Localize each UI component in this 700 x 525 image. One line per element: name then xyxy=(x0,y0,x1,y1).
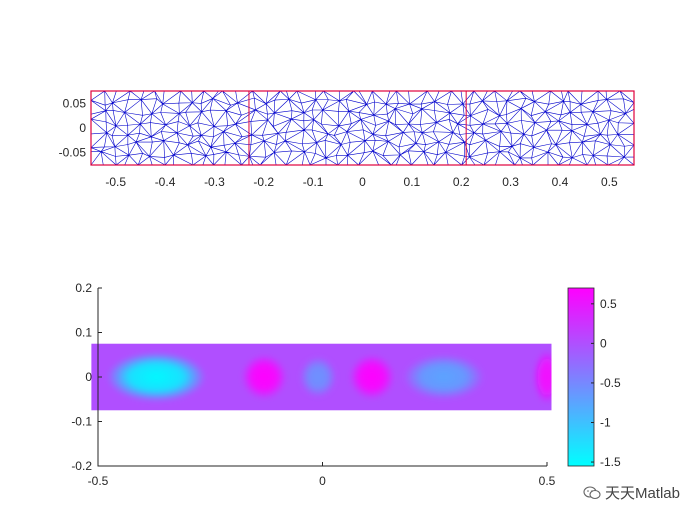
mesh-x-tick-label: -0.4 xyxy=(155,175,176,189)
mesh-x-tick-label: 0.3 xyxy=(502,175,519,189)
mesh-axes: -0.5 -0.4 -0.3 -0.2 -0.1 0 0.1 0.2 0.3 0.4 0.5 0.0… xyxy=(59,90,635,189)
field-y-tick-label: -0.1 xyxy=(71,415,92,429)
mesh-y-tick-label: -0.05 xyxy=(59,146,87,160)
field-axes: -0.5 0 0.5 0.2 0.1 0 -0.1 -0.2 xyxy=(71,281,556,488)
mesh-x-tick-label: -0.5 xyxy=(105,175,126,189)
mesh-y-tick-label: 0 xyxy=(79,121,86,135)
field-blob xyxy=(106,352,206,402)
mesh-x-tick-label: 0.5 xyxy=(601,175,618,189)
field-blob xyxy=(349,354,395,400)
mesh-x-tick-label: 0.1 xyxy=(404,175,421,189)
colorbar-gradient xyxy=(567,287,595,467)
colorbar-tick-label: -1.5 xyxy=(600,455,621,469)
mesh-x-tick-labels: -0.5 -0.4 -0.3 -0.2 -0.1 0 0.1 0.2 0.3 0.4 0.5 xyxy=(105,175,618,189)
field-blob xyxy=(403,354,485,400)
mesh-interfaces xyxy=(248,91,467,165)
field-heatmap xyxy=(91,343,552,411)
field-x-tick-label: 0.5 xyxy=(539,474,556,488)
field-y-tick-labels: 0.2 0.1 0 -0.1 -0.2 xyxy=(71,281,102,473)
field-blobs xyxy=(106,350,552,404)
mesh-x-tick-label: 0.4 xyxy=(552,175,569,189)
field-y-tick-label: 0 xyxy=(85,370,92,384)
mesh-x-tick-label: -0.1 xyxy=(303,175,324,189)
mesh-boundary xyxy=(90,90,635,166)
mesh-triangles xyxy=(90,90,635,166)
colorbar-tick-label: -0.5 xyxy=(600,376,621,390)
wechat-icon xyxy=(583,485,601,499)
colorbar-tick-labels: 0.5 0 -0.5 -1 -1.5 xyxy=(591,297,621,469)
field-x-tick-labels: -0.5 0 0.5 xyxy=(88,462,556,488)
field-x-tick-label: -0.5 xyxy=(88,474,109,488)
field-y-tick-label: 0.1 xyxy=(75,326,92,340)
mesh-x-tick-label: 0 xyxy=(359,175,366,189)
mesh-x-tick-label: 0.2 xyxy=(453,175,470,189)
field-blob xyxy=(300,356,336,398)
mesh-y-tick-label: 0.05 xyxy=(63,96,87,110)
colorbar-tick-label: 0.5 xyxy=(600,297,617,311)
watermark: 天天Matlab xyxy=(583,482,680,503)
mesh-x-tick-label: -0.3 xyxy=(204,175,225,189)
mesh-y-tick-labels: 0.05 0 -0.05 xyxy=(59,96,87,159)
colorbar-tick-label: 0 xyxy=(600,336,607,350)
watermark-text: 天天Matlab xyxy=(604,485,680,502)
mesh-x-tick-label: -0.2 xyxy=(253,175,274,189)
mesh-lines xyxy=(90,90,635,166)
field-x-tick-label: 0 xyxy=(319,474,326,488)
colorbar-tick-label: -1 xyxy=(600,415,611,429)
colorbar: 0.5 0 -0.5 -1 -1.5 xyxy=(567,287,621,469)
field-y-tick-label: 0.2 xyxy=(75,281,92,295)
field-blob xyxy=(533,350,552,404)
field-y-tick-label: -0.2 xyxy=(71,459,92,473)
field-blob xyxy=(241,354,287,400)
